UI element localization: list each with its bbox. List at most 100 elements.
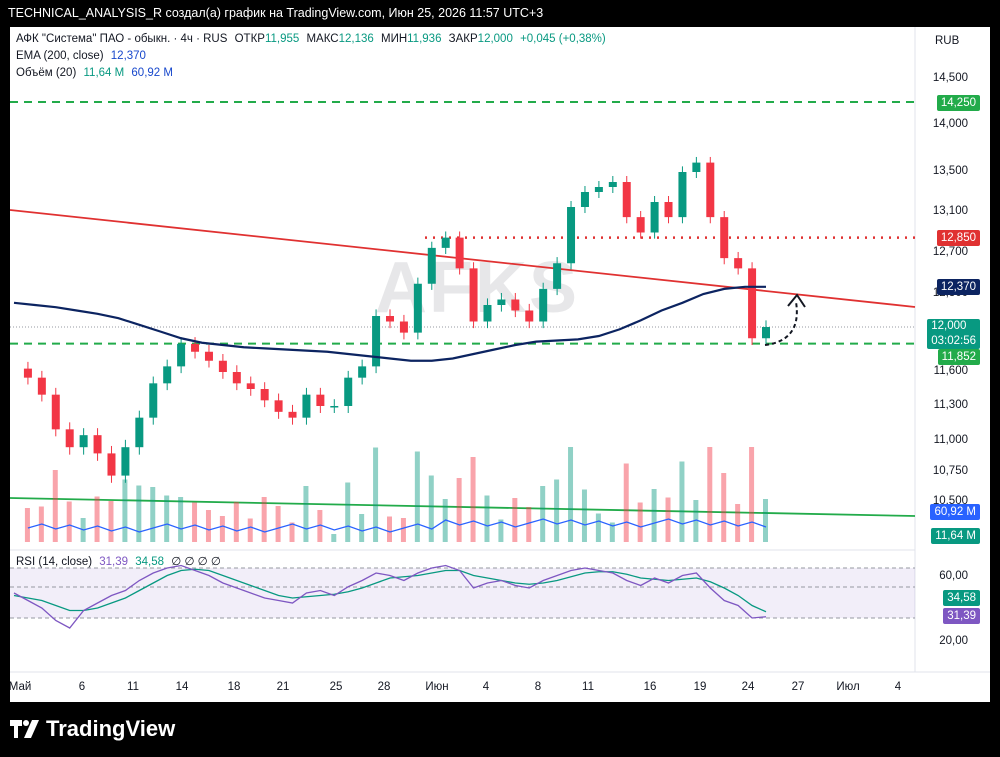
legend-low-label: МИН <box>380 33 408 45</box>
volume-bar <box>721 473 727 542</box>
volume-bar <box>219 516 225 542</box>
candle-body <box>23 368 32 378</box>
projection-arrow <box>764 301 798 346</box>
candle-body <box>204 351 213 361</box>
volume-bar <box>52 470 58 542</box>
time-tick-label: 25 <box>329 681 343 693</box>
tradingview-logo-icon <box>10 720 39 738</box>
legend-high-label: МАКС <box>306 33 339 45</box>
volume-bar <box>24 508 30 542</box>
legend-open: 11,955 <box>264 33 300 45</box>
volume-bar <box>122 479 128 542</box>
volume-bar <box>136 485 142 542</box>
price-box-rsi-ma: 34,58 <box>943 590 980 606</box>
volume-bar <box>317 510 323 542</box>
legend-row-rsi: RSI (14, close) 31,39 34,58 ∅ ∅ ∅ ∅ <box>16 554 225 568</box>
volume-bar <box>526 507 532 542</box>
candle-body <box>135 417 144 448</box>
time-tick-label: Июл <box>836 681 860 693</box>
candle-body <box>664 202 673 218</box>
candle-body <box>288 411 297 418</box>
volume-bar <box>749 447 755 542</box>
time-tick-label: 16 <box>643 681 657 693</box>
legend-open-label: ОТКР <box>234 33 265 45</box>
price-tick-label: 14,000 <box>932 118 968 130</box>
candle-body <box>636 217 645 233</box>
volume-bar <box>275 506 281 542</box>
candle-body <box>525 310 534 322</box>
legend-rsi-value1: 31,39 <box>99 556 129 568</box>
volume-bar <box>66 501 72 542</box>
volume-bar <box>637 502 643 542</box>
price-plot[interactable] <box>10 27 990 702</box>
legend-rsi-label: RSI (14, close) <box>16 556 93 568</box>
candle-body <box>177 343 186 367</box>
time-tick-label: 19 <box>693 681 707 693</box>
volume-bar <box>735 504 741 542</box>
volume-ma-line <box>27 518 767 533</box>
volume-bar <box>707 447 713 542</box>
volume-bar <box>568 447 574 542</box>
volume-bar <box>150 487 156 542</box>
candle-body <box>427 247 436 284</box>
volume-bar <box>414 451 420 542</box>
time-tick-label: 8 <box>534 681 542 693</box>
rsi-ma-line <box>13 568 767 613</box>
candle-body <box>580 192 589 207</box>
rsi-line <box>13 564 767 629</box>
volume-bar <box>400 518 406 542</box>
volume-bar <box>540 486 546 542</box>
tradingview-logo[interactable]: TradingView <box>10 716 175 742</box>
legend-vol-value2: 60,92 M <box>131 67 173 79</box>
candle-body <box>232 372 241 384</box>
legend-symbol: АФК "Система" ПАО - обыкн. · 4ч · RUS <box>16 33 228 45</box>
price-box-last: 12,000 03:02:56 <box>927 319 980 349</box>
price-box-vol-last: 11,64 M <box>931 528 980 544</box>
legend-row-volume: Объём (20) 11,64 M 60,92 M <box>16 67 177 79</box>
legend-ema-label: EMA (200, close) <box>16 50 104 62</box>
projection-arrowhead <box>787 293 806 308</box>
chart-area[interactable]: AFKS АФК "Система" ПАО - обыкн. · 4ч · R… <box>10 27 990 702</box>
candle-body <box>79 435 88 448</box>
candle-body <box>594 187 603 192</box>
volume-bar <box>554 479 560 542</box>
candle-body <box>441 237 450 248</box>
candle-body <box>497 299 506 305</box>
volume-bar <box>609 522 615 542</box>
price-tick-label: 11,600 <box>933 365 968 377</box>
price-box-level-low: 11,852 <box>937 349 980 365</box>
volume-bar <box>498 519 504 542</box>
legend-rsi-value2: 34,58 <box>135 556 165 568</box>
legend-close: 12,000 <box>477 33 513 45</box>
footer-bar <box>0 702 1000 757</box>
candle-body <box>163 366 172 384</box>
price-tick-label: 12,700 <box>932 246 968 258</box>
volume-bar <box>470 457 476 542</box>
price-box-vol-ma: 60,92 M <box>930 504 980 520</box>
volume-bar <box>205 510 211 542</box>
candle-body <box>191 343 200 352</box>
time-tick-label: 21 <box>276 681 290 693</box>
candle-body <box>330 406 339 408</box>
bar-countdown: 03:02:56 <box>931 335 976 347</box>
legend-ema-value: 12,370 <box>110 50 146 62</box>
volume-bar <box>289 522 295 542</box>
price-box-ema: 12,370 <box>936 279 980 295</box>
rsi-tick-label: 60,00 <box>939 570 968 582</box>
candle-body <box>386 316 394 322</box>
currency-label[interactable]: RUB <box>935 35 960 47</box>
price-box-rsi-last: 31,39 <box>943 608 980 624</box>
time-tick-label: 11 <box>127 681 139 693</box>
volume-bar <box>456 478 462 542</box>
rsi-band-fill <box>10 568 915 618</box>
candle-body <box>455 237 464 269</box>
last-price-value: 12,000 <box>931 320 967 332</box>
time-tick-label: 4 <box>482 681 490 693</box>
candle-body <box>260 389 269 401</box>
time-tick-label: 6 <box>78 681 86 693</box>
volume-bar <box>581 489 587 542</box>
candle-body <box>358 366 367 378</box>
volume-bar <box>623 463 629 542</box>
volume-bar <box>387 516 392 542</box>
price-tick-label: 13,500 <box>932 165 968 177</box>
